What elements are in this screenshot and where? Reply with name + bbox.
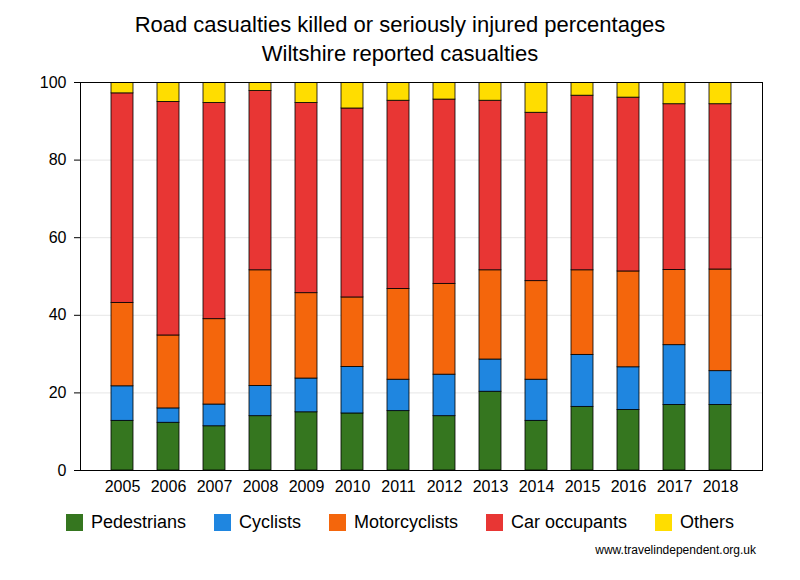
html-text:Car occupants: Car occupants bbox=[511, 512, 627, 532]
svg-text:40: 40 bbox=[49, 306, 67, 323]
svg-text:2016: 2016 bbox=[611, 478, 647, 495]
svg-text:2009: 2009 bbox=[289, 478, 325, 495]
svg-text:2018: 2018 bbox=[703, 478, 739, 495]
svg-text:2010: 2010 bbox=[335, 478, 371, 495]
svg-text:2006: 2006 bbox=[151, 478, 187, 495]
html-text:Road casualties killed or seri: Road casualties killed or seriously inju… bbox=[134, 12, 666, 37]
html-text:Cyclists: Cyclists bbox=[239, 512, 301, 532]
svg-text:2013: 2013 bbox=[473, 478, 509, 495]
svg-text:100: 100 bbox=[40, 74, 67, 91]
svg-text:2017: 2017 bbox=[657, 478, 693, 495]
svg-text:60: 60 bbox=[49, 229, 67, 246]
svg-text:2014: 2014 bbox=[519, 478, 555, 495]
html-text:Pedestrians: Pedestrians bbox=[90, 512, 186, 532]
html-text:Wiltshire reported casualties: Wiltshire reported casualties bbox=[261, 41, 539, 66]
svg-text:2012: 2012 bbox=[427, 478, 463, 495]
html-text:Motorcyclists: Motorcyclists bbox=[354, 512, 458, 532]
svg-text:2011: 2011 bbox=[381, 478, 416, 495]
svg-text:2005: 2005 bbox=[105, 478, 141, 495]
svg-text:20: 20 bbox=[49, 384, 67, 401]
html-text:Others: Others bbox=[680, 512, 735, 532]
svg-text:2008: 2008 bbox=[243, 478, 279, 495]
svg-text:2007: 2007 bbox=[197, 478, 233, 495]
svg-text:0: 0 bbox=[58, 462, 67, 479]
svg-text:2015: 2015 bbox=[565, 478, 601, 495]
svg-text:80: 80 bbox=[49, 151, 67, 168]
html-text:www.travelindependent.org.uk: www.travelindependent.org.uk bbox=[595, 543, 756, 557]
